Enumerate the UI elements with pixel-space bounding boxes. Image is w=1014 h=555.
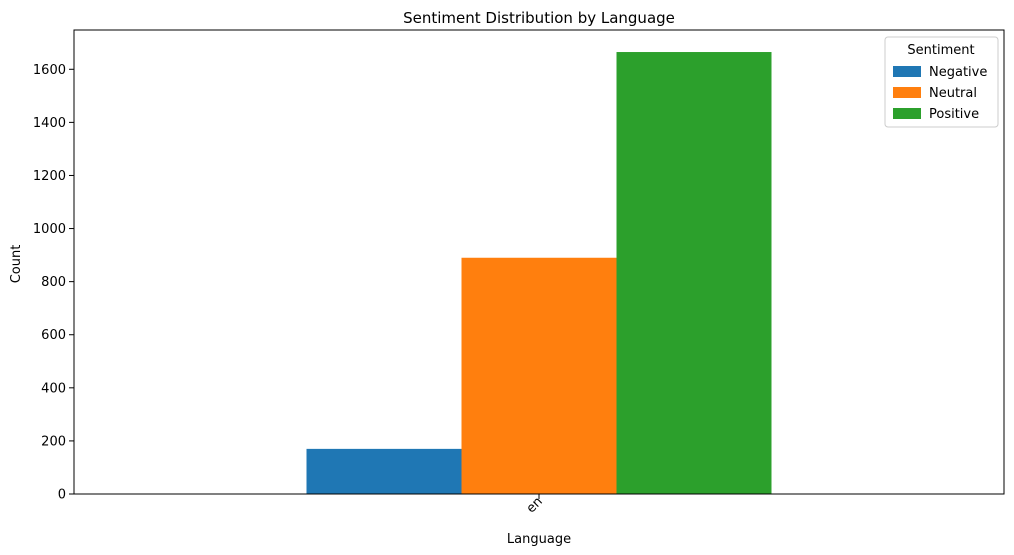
legend-box	[884, 36, 999, 128]
bar-negative-en	[306, 448, 462, 494]
plot-area: en 0 200 400 600 800 1000 1200 1400 1600	[33, 29, 1005, 516]
y-axis-label: Count	[9, 245, 24, 284]
chart-title: Sentiment Distribution by Language	[403, 9, 675, 27]
bar-positive-en	[616, 52, 772, 494]
legend-label-positive: Positive	[929, 107, 979, 122]
legend-swatch-positive	[893, 108, 921, 119]
bar-neutral-en	[461, 257, 617, 494]
legend-title: Sentiment	[907, 43, 974, 58]
y-tick-label-1600: 1600	[33, 63, 66, 78]
plot-frame	[73, 29, 1005, 495]
y-tick-label-800: 800	[41, 275, 66, 290]
legend-swatch-negative	[893, 66, 921, 77]
y-tick-label-1000: 1000	[33, 222, 66, 237]
y-tick-label-1400: 1400	[33, 116, 66, 131]
legend-label-neutral: Neutral	[929, 86, 977, 101]
y-tick-label-0: 0	[58, 488, 66, 503]
y-tick-label-200: 200	[41, 434, 66, 449]
x-axis-label: Language	[507, 532, 571, 547]
legend-swatch-neutral	[893, 87, 921, 98]
x-tick-label-en: en	[524, 494, 546, 516]
legend-label-negative: Negative	[929, 65, 987, 80]
y-tick-label-400: 400	[41, 381, 66, 396]
y-tick-label-1200: 1200	[33, 169, 66, 184]
y-tick-label-600: 600	[41, 328, 66, 343]
legend: Sentiment Negative Neutral Positive	[884, 36, 999, 128]
